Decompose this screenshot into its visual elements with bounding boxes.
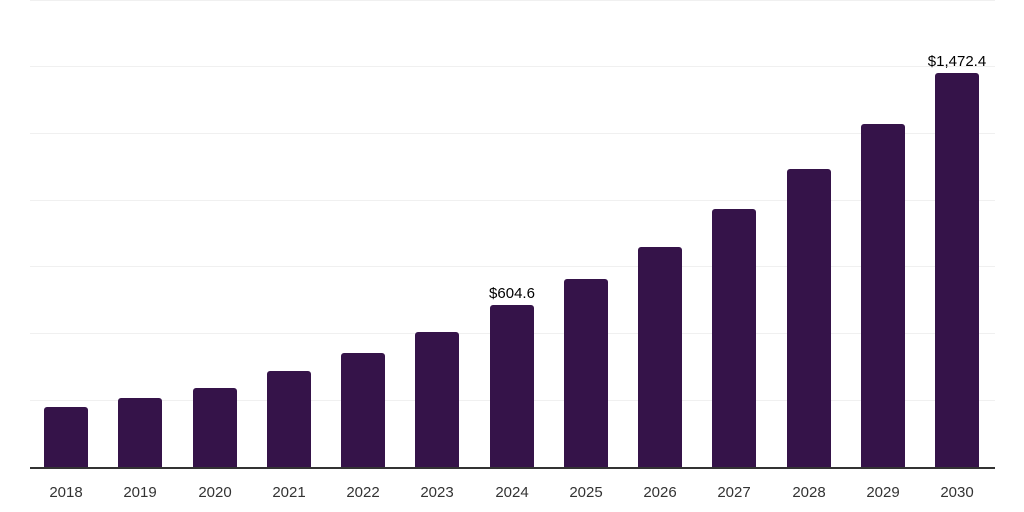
bar-2027 bbox=[712, 209, 756, 467]
bar-2022 bbox=[341, 353, 385, 467]
gridline bbox=[30, 133, 995, 134]
bar-2018 bbox=[44, 407, 88, 467]
x-tick-2023: 2023 bbox=[420, 484, 454, 501]
bar-2024 bbox=[490, 305, 534, 467]
x-tick-2028: 2028 bbox=[792, 484, 826, 501]
x-tick-2019: 2019 bbox=[123, 484, 157, 501]
bar-2021 bbox=[267, 371, 311, 467]
x-tick-2025: 2025 bbox=[569, 484, 603, 501]
x-axis: 2018 2019 2020 2021 2022 2023 2024 2025 2026 2027… bbox=[30, 484, 995, 504]
gridline bbox=[30, 266, 995, 267]
bar-2019 bbox=[118, 398, 162, 467]
x-tick-2029: 2029 bbox=[866, 484, 900, 501]
x-tick-2027: 2027 bbox=[717, 484, 751, 501]
bar-2023 bbox=[415, 332, 459, 467]
gridline bbox=[30, 200, 995, 201]
bar-2029 bbox=[861, 124, 905, 467]
bar-2020 bbox=[193, 388, 237, 467]
gridline bbox=[30, 66, 995, 67]
x-tick-2021: 2021 bbox=[272, 484, 306, 501]
bar-2028 bbox=[787, 169, 831, 467]
x-tick-2030: 2030 bbox=[940, 484, 974, 501]
value-label-2030: $1,472.4 bbox=[927, 53, 987, 70]
bar-2030 bbox=[935, 73, 979, 467]
value-label-2024: $604.6 bbox=[489, 285, 535, 302]
x-axis-line bbox=[30, 467, 995, 469]
x-tick-2026: 2026 bbox=[643, 484, 677, 501]
x-tick-2022: 2022 bbox=[346, 484, 380, 501]
gridline bbox=[30, 0, 995, 1]
x-tick-2018: 2018 bbox=[49, 484, 83, 501]
bar-2026 bbox=[638, 247, 682, 467]
plot-area: $604.6 $1,472.4 bbox=[30, 0, 995, 469]
bar-2025 bbox=[564, 279, 608, 467]
x-tick-2020: 2020 bbox=[198, 484, 232, 501]
x-tick-2024: 2024 bbox=[495, 484, 529, 501]
